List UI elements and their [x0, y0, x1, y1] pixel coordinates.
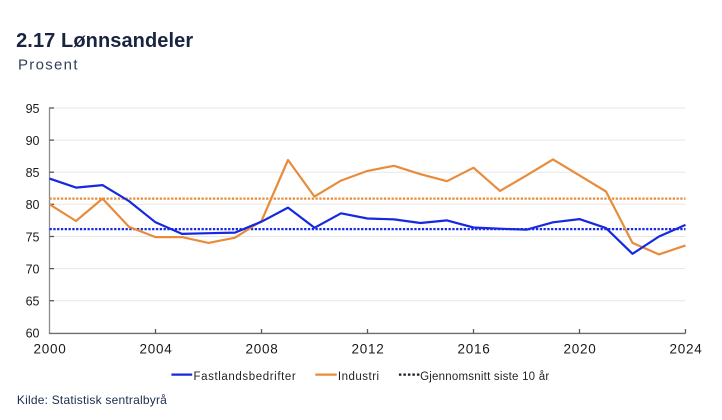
svg-text:Gjennomsnitt siste 10 år: Gjennomsnitt siste 10 år — [420, 371, 549, 383]
svg-text:2016: 2016 — [457, 342, 490, 357]
svg-text:80: 80 — [26, 198, 40, 212]
svg-text:70: 70 — [26, 262, 40, 276]
svg-text:Fastlandsbedrifter: Fastlandsbedrifter — [194, 371, 297, 383]
svg-text:75: 75 — [26, 230, 40, 244]
svg-text:2.17 Lønnsandeler: 2.17 Lønnsandeler — [16, 30, 193, 52]
svg-text:2024: 2024 — [669, 342, 702, 357]
svg-text:Industri: Industri — [338, 371, 380, 383]
svg-text:2012: 2012 — [351, 342, 384, 357]
svg-text:95: 95 — [26, 102, 40, 116]
svg-text:60: 60 — [26, 327, 40, 341]
svg-text:Prosent: Prosent — [18, 57, 79, 74]
svg-text:85: 85 — [26, 166, 40, 180]
svg-text:Kilde: Statistisk sentralbyrå: Kilde: Statistisk sentralbyrå — [17, 393, 167, 407]
svg-text:65: 65 — [26, 295, 40, 309]
svg-text:2008: 2008 — [245, 342, 278, 357]
svg-text:90: 90 — [26, 134, 40, 148]
svg-text:2000: 2000 — [33, 342, 66, 357]
svg-text:2020: 2020 — [563, 342, 596, 357]
svg-text:2004: 2004 — [139, 342, 172, 357]
